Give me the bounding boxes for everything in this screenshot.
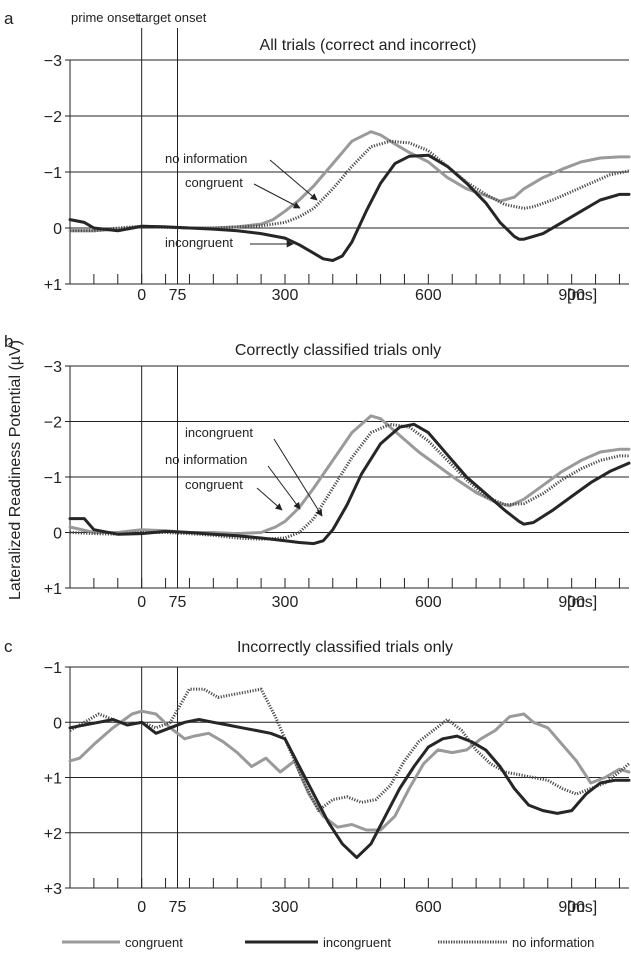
x-tick-label: 0 xyxy=(137,899,146,916)
annotation-no-information: no information xyxy=(165,452,247,467)
x-tick-label: 600 xyxy=(415,594,442,611)
x-tick-label: 75 xyxy=(169,594,187,611)
y-tick-label: −1 xyxy=(44,165,62,182)
x-tick-label: 300 xyxy=(272,899,299,916)
panel-b-letter: b xyxy=(4,332,13,351)
panel-b: b Correctly classified trials only −3−2−… xyxy=(4,332,631,611)
annotation-congruent: congruent xyxy=(185,175,243,190)
x-tick-label: 600 xyxy=(415,899,442,916)
panel-a-annotations: no information congruent incongruent xyxy=(165,151,318,250)
arrow-no-information xyxy=(269,159,318,201)
panel-c: c Incorrectly classified trials only −1 0… xyxy=(4,637,631,916)
y-tick-label: −2 xyxy=(44,109,62,126)
panel-a-plot: −3 −2 −1 0 +1 0 75 300 600 900[ms] xyxy=(44,28,631,304)
x-unit-label: [ms] xyxy=(567,899,597,916)
y-tick-label: +3 xyxy=(44,881,62,898)
x-tick-label: 600 xyxy=(415,287,442,304)
prime-onset-label: prime onset xyxy=(71,10,139,25)
annotation-incongruent: incongruent xyxy=(165,235,233,250)
arrow-congruent xyxy=(256,487,283,511)
panel-a-letter: a xyxy=(4,9,14,28)
y-tick-label: 0 xyxy=(53,526,62,543)
panel-a-title: All trials (correct and incorrect) xyxy=(260,37,477,54)
panel-b-plot: −3 −2 −1 0 +1 0 75 300 600 900[ms] xyxy=(44,359,631,611)
y-tick-label: +1 xyxy=(44,771,62,788)
annotation-congruent: congruent xyxy=(185,477,243,492)
legend: congruent incongruent no information xyxy=(62,935,594,950)
series-no-information xyxy=(70,139,630,233)
arrow-incongruent xyxy=(273,438,323,517)
x-unit-label: [ms] xyxy=(567,594,597,611)
panel-a: a prime onset target onset All trials (c… xyxy=(4,9,631,304)
legend-no-information-label: no information xyxy=(512,935,594,950)
panel-b-title: Correctly classified trials only xyxy=(235,342,441,359)
y-axis-label: Lateralized Readiness Potential (µV) xyxy=(7,340,24,600)
series-no-information xyxy=(69,422,629,541)
y-tick-label: −3 xyxy=(44,53,62,70)
x-tick-label: 300 xyxy=(272,287,299,304)
arrow-congruent xyxy=(253,183,301,209)
series-congruent xyxy=(68,709,631,832)
series-congruent xyxy=(68,130,631,233)
x-unit-label: [ms] xyxy=(567,287,597,304)
panel-b-annotations: incongruent no information congruent xyxy=(165,425,323,517)
annotation-no-information: no information xyxy=(165,151,247,166)
x-tick-label: 75 xyxy=(169,287,187,304)
x-tick-label: 900 xyxy=(558,287,585,304)
x-tick-label: 0 xyxy=(137,594,146,611)
series-incongruent xyxy=(68,153,631,262)
y-tick-label: +1 xyxy=(44,581,62,598)
legend-congruent-label: congruent xyxy=(125,935,183,950)
y-tick-label: 0 xyxy=(53,221,62,238)
x-tick-label: 75 xyxy=(169,899,187,916)
x-tick-label: 0 xyxy=(137,287,146,304)
arrow-no-information xyxy=(267,465,301,510)
x-tick-label: 900 xyxy=(558,594,585,611)
annotation-incongruent: incongruent xyxy=(185,425,253,440)
series-no-information xyxy=(69,687,630,813)
y-tick-label: −2 xyxy=(44,415,62,432)
y-tick-label: 0 xyxy=(53,715,62,732)
x-tick-label: 300 xyxy=(272,594,299,611)
y-tick-label: +2 xyxy=(44,826,62,843)
y-tick-label: −1 xyxy=(44,470,62,487)
series-incongruent xyxy=(68,718,631,860)
target-onset-label: target onset xyxy=(138,10,207,25)
panel-c-title: Incorrectly classified trials only xyxy=(237,639,453,656)
legend-incongruent-label: incongruent xyxy=(323,935,391,950)
y-tick-label: −3 xyxy=(44,359,62,376)
x-tick-label: 900 xyxy=(558,899,585,916)
panel-c-plot: −1 0 +1 +2 +3 0 75 300 600 900[ms] xyxy=(44,660,631,916)
y-tick-label: −1 xyxy=(44,660,62,677)
y-tick-label: +1 xyxy=(44,277,62,294)
panel-c-letter: c xyxy=(4,637,13,656)
series-incongruent xyxy=(68,422,631,546)
